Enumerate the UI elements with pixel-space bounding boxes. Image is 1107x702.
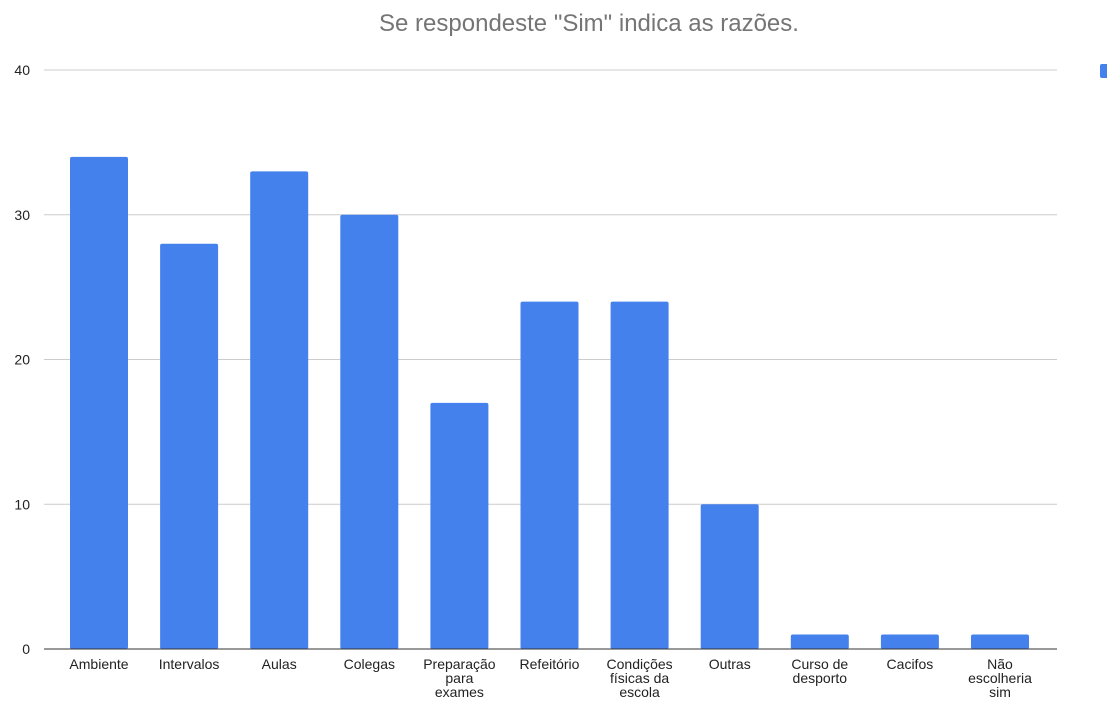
x-tick-label-line: Curso de bbox=[791, 656, 848, 672]
x-tick-label-line: Colegas bbox=[344, 656, 395, 672]
x-tick-label-line: Cacifos bbox=[887, 656, 934, 672]
legend-swatch bbox=[1100, 64, 1107, 78]
bar bbox=[971, 634, 1029, 649]
x-tick-label: Intervalos bbox=[159, 656, 220, 672]
bar bbox=[160, 243, 219, 649]
bar bbox=[610, 301, 669, 649]
x-tick-label: Ambiente bbox=[69, 656, 128, 672]
x-tick-label-line: Condições bbox=[607, 656, 673, 672]
x-tick-label-line: Outras bbox=[709, 656, 751, 672]
x-tick-label-line: Intervalos bbox=[159, 656, 220, 672]
bar bbox=[250, 171, 309, 649]
bar bbox=[70, 156, 128, 649]
x-tick-label: Cacifos bbox=[887, 656, 934, 672]
x-tick-label: Colegas bbox=[344, 656, 395, 672]
x-tick-label-line: Aulas bbox=[262, 656, 297, 672]
bar bbox=[880, 634, 939, 649]
x-tick-label-line: Preparação bbox=[423, 656, 496, 672]
x-tick-label: Curso de desporto bbox=[791, 656, 848, 686]
x-tick-label-line: Ambiente bbox=[69, 656, 128, 672]
x-tick-label-line: escola bbox=[619, 684, 660, 700]
x-tick-label: Condições físicas da escola bbox=[607, 656, 673, 700]
x-tick-label-line: para bbox=[445, 670, 473, 686]
y-tick-label: 30 bbox=[14, 207, 30, 223]
bar bbox=[430, 402, 489, 649]
chart-title: Se respondeste "Sim" indica as razões. bbox=[379, 10, 799, 37]
y-axis-ticks: 0 10 20 30 40 bbox=[14, 62, 30, 657]
x-axis-labels: Ambiente Intervalos Aulas Colegas Preparação… bbox=[69, 656, 1032, 700]
x-tick-label: Não escolheria sim bbox=[968, 656, 1032, 700]
x-tick-label: Refeitório bbox=[520, 656, 580, 672]
y-tick-label: 20 bbox=[14, 352, 30, 368]
bar bbox=[700, 504, 759, 649]
y-tick-label: 10 bbox=[14, 496, 30, 512]
bars bbox=[70, 156, 1029, 649]
x-tick-label-line: sim bbox=[989, 684, 1011, 700]
x-tick-label-line: físicas da bbox=[610, 670, 669, 686]
x-tick-label-line: exames bbox=[435, 684, 484, 700]
x-tick-label-line: desporto bbox=[793, 670, 848, 686]
y-tick-label: 40 bbox=[14, 62, 30, 78]
x-tick-label-line: escolheria bbox=[968, 670, 1032, 686]
x-tick-label: Outras bbox=[709, 656, 751, 672]
y-tick-label: 0 bbox=[22, 641, 30, 657]
bar bbox=[790, 634, 849, 649]
x-tick-label-line: Refeitório bbox=[520, 656, 580, 672]
x-tick-label: Preparação para exames bbox=[423, 656, 496, 700]
bar bbox=[340, 214, 399, 649]
x-tick-label: Aulas bbox=[262, 656, 297, 672]
x-tick-label-line: Não bbox=[987, 656, 1013, 672]
bar bbox=[520, 301, 579, 649]
